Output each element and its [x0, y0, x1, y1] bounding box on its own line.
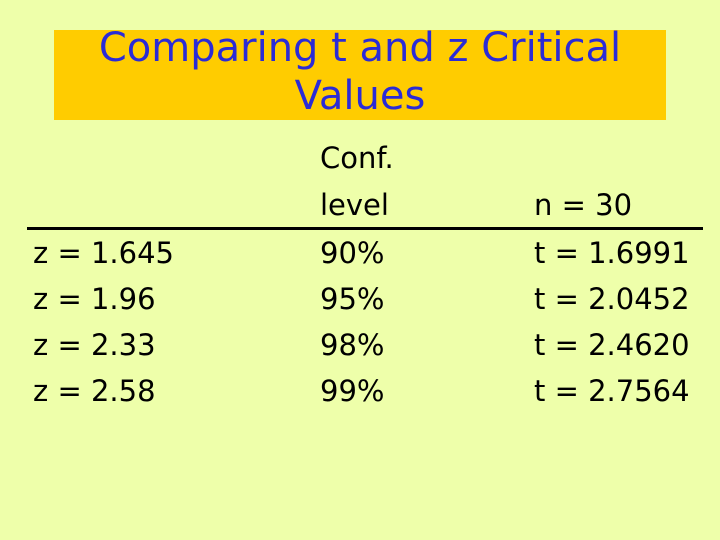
title-line-1: Comparing t and z Critical	[98, 25, 622, 71]
slide-title: Comparing t and z Critical Values	[54, 24, 666, 120]
conf-level-cell: 90%	[320, 236, 385, 270]
title-line-2: Values	[294, 73, 426, 119]
title-band	[54, 30, 666, 120]
z-value-cell: z = 1.645	[33, 236, 174, 270]
header-conf-line-2: level	[320, 188, 389, 222]
conf-level-cell: 95%	[320, 282, 385, 316]
z-value-cell: z = 2.58	[33, 374, 156, 408]
z-value-cell: z = 2.33	[33, 328, 156, 362]
t-value-cell: t = 1.6991	[534, 236, 690, 270]
conf-level-cell: 98%	[320, 328, 385, 362]
header-n-label: n = 30	[534, 188, 633, 222]
conf-level-cell: 99%	[320, 374, 385, 408]
z-value-cell: z = 1.96	[33, 282, 156, 316]
t-value-cell: t = 2.7564	[534, 374, 690, 408]
t-value-cell: t = 2.4620	[534, 328, 690, 362]
t-value-cell: t = 2.0452	[534, 282, 690, 316]
header-rule	[27, 227, 703, 230]
header-conf-line-1: Conf.	[320, 141, 394, 175]
